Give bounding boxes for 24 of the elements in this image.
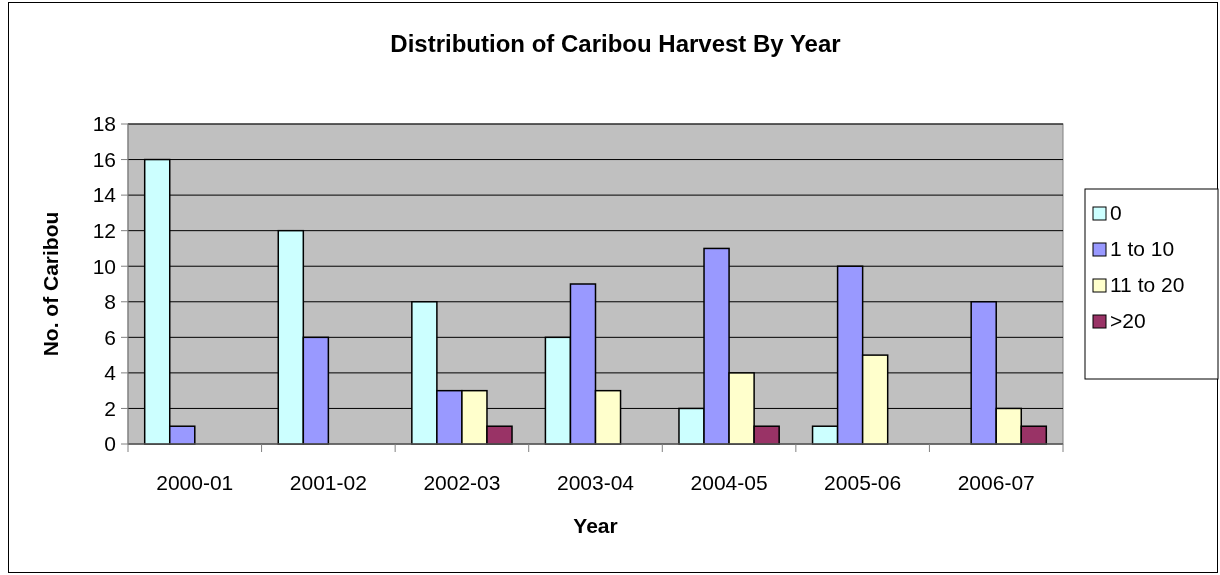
y-tick-label: 12: [92, 219, 116, 243]
y-tick-label: 8: [104, 290, 116, 314]
y-axis-title: No. of Caribou: [39, 211, 62, 357]
x-tick-label: 2006-07: [957, 471, 1035, 494]
x-axis-title: Year: [573, 514, 618, 537]
y-tick-label: 6: [104, 325, 116, 349]
legend-label: 1 to 10: [1110, 237, 1175, 260]
x-tick-label: 2004-05: [690, 471, 768, 494]
y-tick-label: 10: [92, 254, 116, 278]
legend-label: >20: [1110, 309, 1146, 332]
x-tick-label: 2003-04: [556, 471, 635, 494]
y-tick-label: 14: [92, 183, 117, 207]
x-tick-label: 2000-01: [156, 471, 234, 494]
x-tick-label: 2002-03: [423, 471, 501, 494]
x-tick-label: 2005-06: [824, 471, 902, 494]
chart-title: Distribution of Caribou Harvest By Year: [390, 30, 841, 57]
legend-label: 0: [1110, 201, 1122, 224]
y-tick-label: 16: [92, 147, 116, 171]
y-tick-label: 0: [104, 432, 116, 456]
y-tick-label: 18: [92, 112, 116, 136]
legend-label: 11 to 20: [1110, 273, 1185, 296]
y-tick-label: 4: [104, 361, 117, 385]
x-tick-label: 2001-02: [289, 471, 367, 494]
y-tick-label: 2: [104, 396, 116, 420]
